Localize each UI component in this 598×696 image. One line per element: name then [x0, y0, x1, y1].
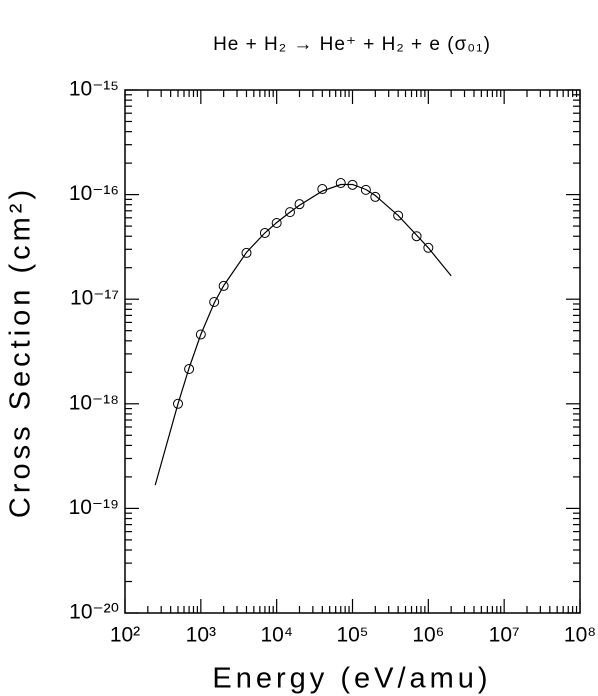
chart-title: He + H₂ → He⁺ + H₂ + e (σ₀₁): [213, 34, 491, 55]
data-point: [241, 247, 252, 258]
x-tick-label: 10⁵: [336, 624, 368, 647]
y-tick-label: 10⁻¹⁵: [69, 78, 119, 101]
x-tick-label: 10⁸: [564, 624, 596, 647]
x-tick-label: 10⁷: [489, 624, 520, 647]
y-tick-label: 10⁻¹⁹: [69, 496, 119, 519]
y-axis-label: Cross Section (cm²): [5, 186, 37, 518]
data-point: [360, 184, 371, 195]
data-point: [259, 227, 270, 238]
data-point: [335, 178, 346, 189]
x-tick-label: 10²: [110, 624, 140, 647]
data-point: [173, 398, 184, 409]
data-point: [347, 179, 358, 190]
data-point: [294, 199, 305, 210]
data-point: [411, 231, 422, 242]
data-point: [393, 210, 404, 221]
data-point: [317, 184, 328, 195]
x-tick-label: 10³: [186, 624, 216, 647]
plot-frame: [124, 89, 581, 614]
y-tick-label: 10⁻¹⁷: [70, 287, 119, 310]
data-point: [285, 207, 296, 218]
data-point: [423, 242, 434, 253]
fit-curve: [154, 183, 452, 486]
x-tick-label: 10⁶: [412, 624, 444, 647]
x-tick-label: 10⁴: [260, 624, 292, 647]
y-tick-label: 10⁻¹⁸: [69, 391, 119, 414]
data-point: [195, 329, 206, 340]
y-tick-label: 10⁻²⁰: [69, 601, 119, 624]
data-point: [271, 218, 282, 229]
data-point: [209, 297, 220, 308]
x-axis-label: Energy (eV/amu): [212, 663, 491, 695]
data-point: [218, 280, 229, 291]
y-tick-label: 10⁻¹⁶: [69, 182, 119, 205]
data-point: [184, 364, 195, 375]
data-point: [370, 191, 381, 202]
